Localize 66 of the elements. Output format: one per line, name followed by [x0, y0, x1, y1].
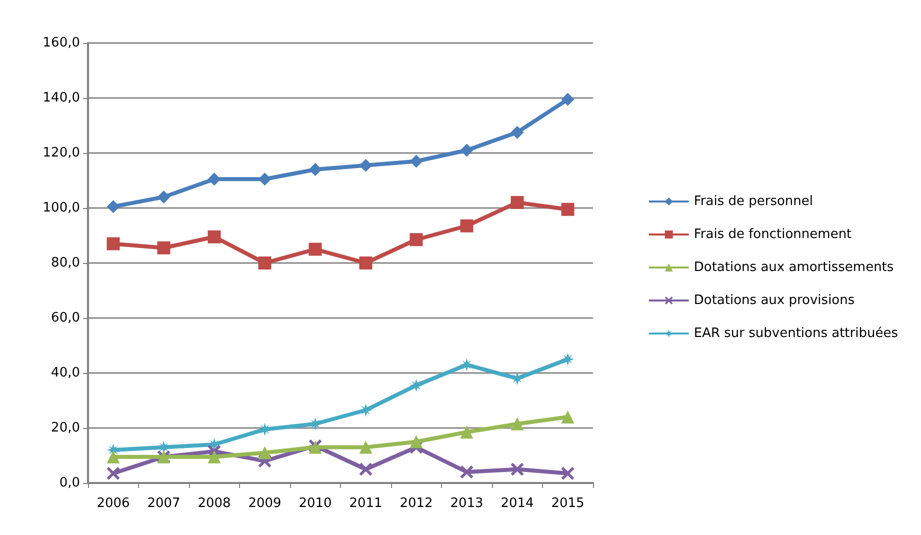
legend-label: Frais de personnel: [694, 194, 814, 209]
point: [106, 200, 120, 214]
point: [208, 450, 221, 464]
point: [308, 242, 322, 256]
point: [157, 440, 170, 454]
legend-label: EAR sur subventions attribuées: [694, 326, 898, 341]
x-tick-label: 2008: [198, 496, 231, 511]
y-tick-label: 40,0: [51, 366, 80, 380]
point: [561, 352, 574, 366]
point: [561, 466, 574, 480]
point: [410, 435, 423, 448]
y-tick-label: 120,0: [42, 146, 80, 160]
point: [106, 466, 120, 480]
point: [157, 190, 170, 204]
y-tick-label: 160,0: [42, 36, 80, 50]
legend-label: Dotations aux amortissements: [694, 260, 894, 275]
x-tick-label: 2010: [298, 496, 332, 511]
point: [208, 172, 221, 186]
point: [106, 450, 120, 464]
point: [460, 219, 474, 232]
point: [561, 202, 574, 216]
x-tick-label: 2006: [96, 496, 130, 511]
point: [359, 462, 372, 476]
legend-label: Frais de fonctionnement: [694, 227, 852, 242]
y-tick-label: 0,0: [59, 476, 80, 490]
point: [308, 163, 322, 176]
point: [410, 233, 423, 246]
point: [510, 417, 524, 430]
point: [410, 154, 423, 168]
point: [258, 256, 272, 270]
x-tick-label: 2009: [248, 496, 282, 511]
point: [460, 358, 474, 372]
x-tick-label: 2007: [147, 496, 180, 511]
point: [510, 462, 524, 476]
point: [106, 237, 120, 250]
y-tick-label: 140,0: [42, 90, 80, 106]
point: [460, 144, 474, 157]
x-tick-label: 2015: [551, 496, 584, 511]
y-tick-label: 60,0: [51, 310, 80, 326]
point: [410, 378, 423, 392]
point: [308, 417, 322, 430]
point: [258, 422, 272, 436]
point: [510, 196, 524, 209]
point: [561, 92, 574, 106]
y-tick-label: 100,0: [42, 200, 80, 216]
point: [510, 372, 524, 385]
x-tick-label: 2014: [500, 496, 534, 511]
x-tick-label: 2012: [400, 496, 433, 511]
point: [359, 440, 372, 454]
point: [359, 404, 372, 417]
point: [258, 446, 272, 460]
point: [359, 256, 372, 270]
x-tick-label: 2011: [349, 496, 382, 511]
point: [561, 410, 574, 424]
point: [258, 172, 272, 186]
y-tick-label: 20,0: [51, 420, 80, 436]
point: [460, 426, 474, 439]
point: [208, 230, 221, 244]
point: [359, 158, 372, 172]
point: [510, 126, 524, 139]
y-tick-label: 80,0: [51, 256, 80, 270]
x-tick-label: 2013: [450, 496, 484, 511]
legend-label: Dotations aux provisions: [694, 293, 855, 308]
point: [460, 466, 474, 478]
point: [157, 241, 170, 254]
point: [208, 438, 221, 451]
